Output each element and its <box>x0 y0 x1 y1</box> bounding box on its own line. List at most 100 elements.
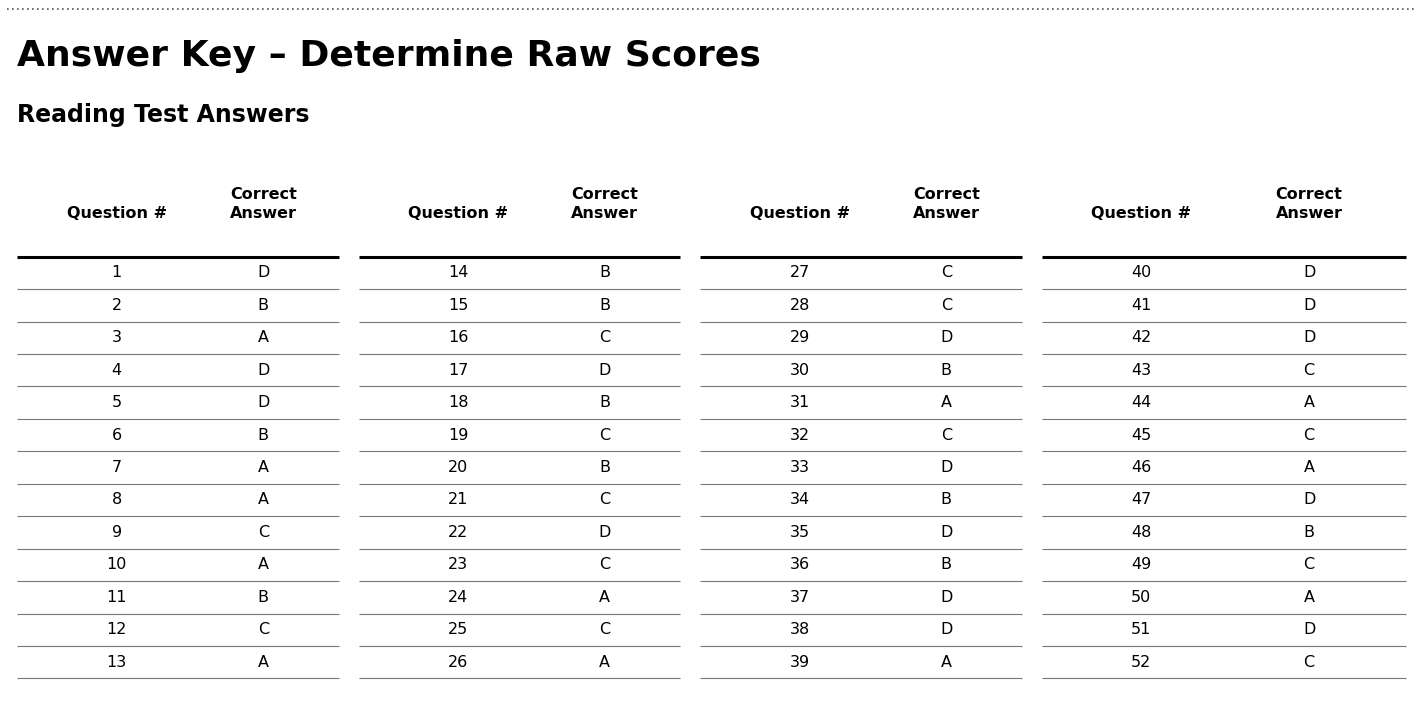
Text: Answer Key – Determine Raw Scores: Answer Key – Determine Raw Scores <box>17 39 761 73</box>
Text: A: A <box>941 395 952 410</box>
Text: 26: 26 <box>448 655 468 670</box>
Text: 24: 24 <box>448 590 468 605</box>
Text: A: A <box>941 655 952 670</box>
Text: 48: 48 <box>1131 525 1151 540</box>
Text: D: D <box>1303 493 1315 508</box>
Text: C: C <box>1303 363 1315 378</box>
Text: C: C <box>599 330 610 345</box>
Text: C: C <box>941 298 952 313</box>
Text: B: B <box>1303 525 1315 540</box>
Text: B: B <box>599 265 610 280</box>
Text: D: D <box>941 525 952 540</box>
Text: 20: 20 <box>448 460 468 475</box>
Text: A: A <box>258 558 269 573</box>
Text: D: D <box>1303 622 1315 637</box>
Text: D: D <box>941 622 952 637</box>
Text: C: C <box>1303 655 1315 670</box>
Text: Answer: Answer <box>1275 206 1343 221</box>
Text: D: D <box>599 363 610 378</box>
Text: A: A <box>1303 590 1315 605</box>
Text: 13: 13 <box>107 655 127 670</box>
Text: Correct: Correct <box>572 187 638 202</box>
Text: D: D <box>258 395 269 410</box>
Text: D: D <box>941 330 952 345</box>
Text: B: B <box>941 493 952 508</box>
Text: 8: 8 <box>111 493 122 508</box>
Text: Correct: Correct <box>1276 187 1342 202</box>
Text: Answer: Answer <box>229 206 297 221</box>
Text: Question #: Question # <box>1091 206 1191 221</box>
Text: A: A <box>599 590 610 605</box>
Text: D: D <box>599 525 610 540</box>
Text: D: D <box>941 460 952 475</box>
Text: 52: 52 <box>1131 655 1151 670</box>
Text: B: B <box>599 395 610 410</box>
Text: 10: 10 <box>107 558 127 573</box>
Text: 35: 35 <box>790 525 810 540</box>
Text: 19: 19 <box>448 428 468 443</box>
Text: C: C <box>1303 428 1315 443</box>
Text: A: A <box>258 460 269 475</box>
Text: 41: 41 <box>1131 298 1151 313</box>
Text: 51: 51 <box>1131 622 1151 637</box>
Text: 18: 18 <box>448 395 468 410</box>
Text: A: A <box>258 330 269 345</box>
Text: 30: 30 <box>790 363 810 378</box>
Text: 4: 4 <box>111 363 122 378</box>
Text: 28: 28 <box>790 298 810 313</box>
Text: Reading Test Answers: Reading Test Answers <box>17 103 310 128</box>
Text: 32: 32 <box>790 428 810 443</box>
Text: D: D <box>941 590 952 605</box>
Text: C: C <box>599 622 610 637</box>
Text: Question #: Question # <box>750 206 850 221</box>
Text: 6: 6 <box>111 428 122 443</box>
Text: 45: 45 <box>1131 428 1151 443</box>
Text: 15: 15 <box>448 298 468 313</box>
Text: 16: 16 <box>448 330 468 345</box>
Text: D: D <box>1303 298 1315 313</box>
Text: A: A <box>1303 460 1315 475</box>
Text: D: D <box>1303 265 1315 280</box>
Text: B: B <box>941 363 952 378</box>
Text: 29: 29 <box>790 330 810 345</box>
Text: 42: 42 <box>1131 330 1151 345</box>
Text: 25: 25 <box>448 622 468 637</box>
Text: 36: 36 <box>790 558 810 573</box>
Text: C: C <box>599 493 610 508</box>
Text: A: A <box>599 655 610 670</box>
Text: B: B <box>599 460 610 475</box>
Text: 22: 22 <box>448 525 468 540</box>
Text: B: B <box>599 298 610 313</box>
Text: C: C <box>941 428 952 443</box>
Text: A: A <box>258 493 269 508</box>
Text: 37: 37 <box>790 590 810 605</box>
Text: 44: 44 <box>1131 395 1151 410</box>
Text: 47: 47 <box>1131 493 1151 508</box>
Text: B: B <box>258 298 269 313</box>
Text: 21: 21 <box>448 493 468 508</box>
Text: C: C <box>599 558 610 573</box>
Text: B: B <box>258 590 269 605</box>
Text: 38: 38 <box>790 622 810 637</box>
Text: D: D <box>1303 330 1315 345</box>
Text: 9: 9 <box>111 525 122 540</box>
Text: A: A <box>258 655 269 670</box>
Text: 46: 46 <box>1131 460 1151 475</box>
Text: D: D <box>258 363 269 378</box>
Text: 43: 43 <box>1131 363 1151 378</box>
Text: C: C <box>941 265 952 280</box>
Text: Answer: Answer <box>571 206 639 221</box>
Text: Question #: Question # <box>67 206 166 221</box>
Text: 50: 50 <box>1131 590 1151 605</box>
Text: 5: 5 <box>111 395 122 410</box>
Text: 1: 1 <box>111 265 122 280</box>
Text: Answer: Answer <box>912 206 980 221</box>
Text: 33: 33 <box>790 460 810 475</box>
Text: 2: 2 <box>111 298 122 313</box>
Text: A: A <box>1303 395 1315 410</box>
Text: 40: 40 <box>1131 265 1151 280</box>
Text: 7: 7 <box>111 460 122 475</box>
Text: C: C <box>258 622 269 637</box>
Text: 31: 31 <box>790 395 810 410</box>
Text: Question #: Question # <box>408 206 508 221</box>
